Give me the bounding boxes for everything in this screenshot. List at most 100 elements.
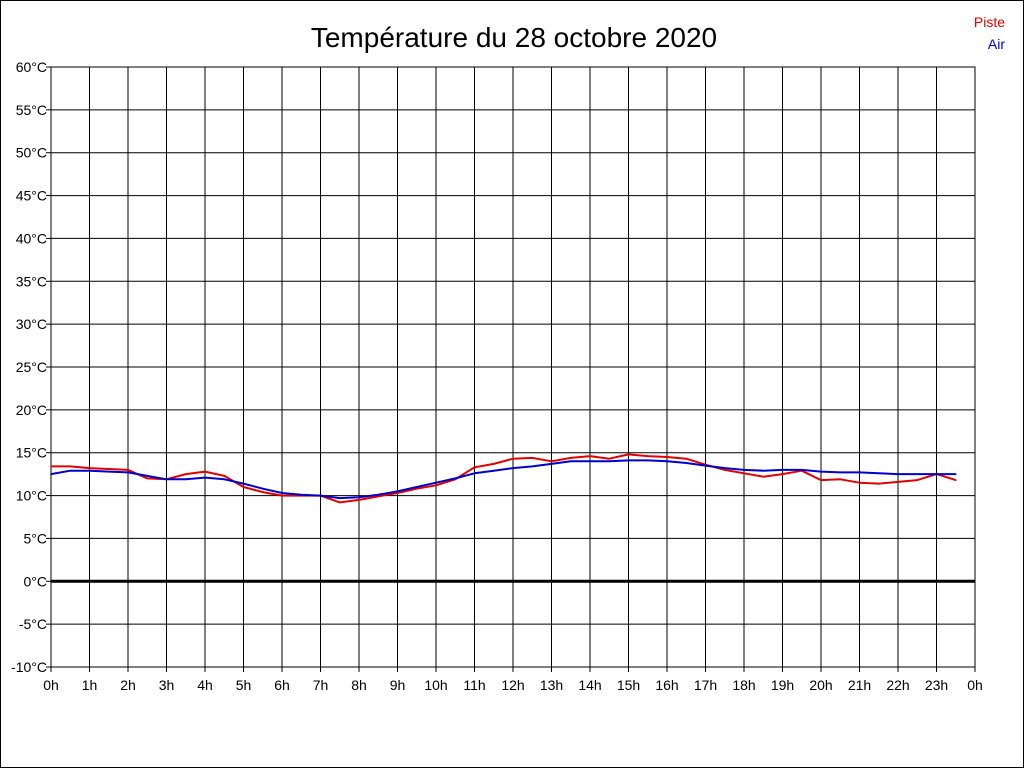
data-point-air xyxy=(954,473,957,475)
data-point-air xyxy=(107,470,110,473)
data-point-air xyxy=(666,460,668,463)
data-point-air xyxy=(858,471,861,474)
y-tick-label: 30°C xyxy=(16,316,47,332)
data-point-piste xyxy=(281,494,283,497)
data-point-piste xyxy=(589,455,591,457)
x-tick-label: 4h xyxy=(197,677,213,693)
data-point-air xyxy=(723,467,726,469)
data-point-piste xyxy=(204,470,206,473)
x-tick-label: 9h xyxy=(390,677,406,693)
data-point-piste xyxy=(184,473,187,475)
legend-entry-air: Air xyxy=(988,36,1005,52)
data-point-piste xyxy=(762,475,765,478)
data-point-air xyxy=(608,460,611,463)
data-point-piste xyxy=(858,481,861,484)
data-point-air xyxy=(435,481,437,484)
data-point-air xyxy=(646,459,649,462)
data-point-air xyxy=(377,493,380,496)
data-point-air xyxy=(550,463,553,465)
data-point-piste xyxy=(531,457,534,459)
data-point-piste xyxy=(569,457,572,459)
data-point-air xyxy=(781,469,784,471)
data-point-piste xyxy=(877,482,880,485)
data-point-air xyxy=(358,496,360,499)
x-tick-label: 13h xyxy=(540,677,563,693)
x-tick-label: 11h xyxy=(463,677,485,693)
data-point-piste xyxy=(415,487,418,490)
y-tick-label: 60°C xyxy=(16,59,47,75)
data-point-piste xyxy=(839,478,842,481)
data-point-piste xyxy=(743,472,745,475)
data-point-air xyxy=(685,462,688,464)
data-point-air xyxy=(50,473,52,475)
x-tick-label: 6h xyxy=(274,677,290,693)
data-point-piste xyxy=(550,460,553,463)
y-tick-label: 15°C xyxy=(16,445,47,461)
data-point-piste xyxy=(69,465,72,468)
data-point-piste xyxy=(492,463,495,465)
data-point-air xyxy=(281,492,283,494)
x-tick-label: 3h xyxy=(159,677,175,693)
data-point-piste xyxy=(473,466,476,469)
x-tick-label: 22h xyxy=(886,677,909,693)
data-point-piste xyxy=(666,456,668,458)
data-point-air xyxy=(300,493,303,496)
data-point-air xyxy=(454,477,457,480)
data-point-air xyxy=(935,473,938,475)
x-tick-label: 2h xyxy=(120,677,136,693)
data-point-air xyxy=(261,487,264,490)
data-point-piste xyxy=(88,467,91,469)
series-line-piste xyxy=(51,453,957,504)
legend: Piste Air xyxy=(974,14,1005,52)
data-point-piste xyxy=(107,468,110,470)
legend-entry-piste: Piste xyxy=(974,14,1005,30)
data-point-air xyxy=(704,464,707,467)
x-tick-label: 18h xyxy=(732,677,755,693)
x-tick-label: 1h xyxy=(82,677,98,693)
y-tick-label: 5°C xyxy=(24,530,48,546)
data-point-air xyxy=(569,460,572,463)
data-point-air xyxy=(396,490,399,493)
data-point-piste xyxy=(396,492,399,494)
data-point-air xyxy=(338,497,341,499)
data-point-piste xyxy=(358,499,360,501)
data-point-air xyxy=(127,471,129,474)
data-point-air xyxy=(762,469,765,472)
x-tick-label: 17h xyxy=(694,677,717,693)
data-point-piste xyxy=(50,465,52,468)
x-tick-label: 19h xyxy=(771,677,794,693)
data-point-piste xyxy=(954,479,957,481)
y-tick-label: 55°C xyxy=(16,102,47,118)
data-point-air xyxy=(531,465,534,468)
data-point-piste xyxy=(146,477,149,480)
grid xyxy=(50,66,976,668)
data-point-piste xyxy=(723,469,726,471)
data-point-air xyxy=(319,494,322,497)
x-tick-label: 8h xyxy=(351,677,367,693)
data-point-piste xyxy=(820,479,822,481)
data-point-piste xyxy=(627,453,630,456)
data-point-air xyxy=(184,478,187,481)
data-point-air xyxy=(242,482,245,485)
data-point-piste xyxy=(261,491,264,493)
y-tick-label: 10°C xyxy=(16,488,47,504)
data-point-piste xyxy=(685,457,688,460)
data-point-air xyxy=(589,460,591,463)
x-tick-label: 23h xyxy=(925,677,948,693)
x-tick-label: 16h xyxy=(655,677,678,693)
data-point-piste xyxy=(646,455,649,457)
data-point-air xyxy=(743,469,745,471)
data-point-air xyxy=(88,469,91,472)
data-point-piste xyxy=(377,495,380,498)
data-point-air xyxy=(839,471,842,474)
data-point-air xyxy=(415,486,418,488)
x-tick-label: 20h xyxy=(809,677,832,693)
x-tick-label: 7h xyxy=(313,677,329,693)
data-point-air xyxy=(146,475,149,477)
data-point-piste xyxy=(781,473,784,475)
y-tick-label: 40°C xyxy=(16,230,47,246)
x-axis-ticks: 0h 1h 2h 3h 4h 5h 6h 7h 8h 9h 10h 11h 12h 13h 14h 15h 16… xyxy=(43,667,983,693)
y-tick-label: 25°C xyxy=(16,359,47,375)
data-point-air xyxy=(820,470,822,473)
